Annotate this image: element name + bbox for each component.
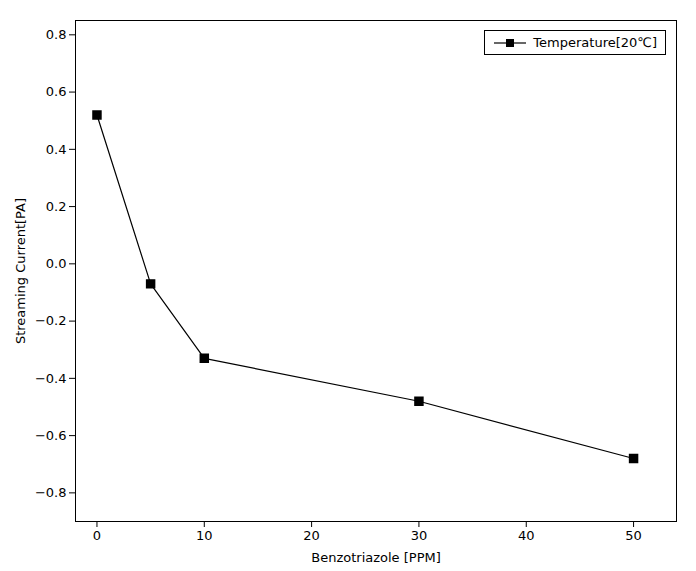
svg-text:Streaming Current[PA]: Streaming Current[PA] xyxy=(13,198,28,344)
svg-text:40: 40 xyxy=(518,528,535,543)
svg-text:50: 50 xyxy=(625,528,642,543)
svg-text:−0.6: −0.6 xyxy=(35,428,67,443)
svg-text:30: 30 xyxy=(411,528,428,543)
svg-text:0.0: 0.0 xyxy=(46,256,67,271)
svg-text:10: 10 xyxy=(196,528,213,543)
svg-text:−0.8: −0.8 xyxy=(35,485,67,500)
svg-text:0.6: 0.6 xyxy=(46,84,67,99)
svg-text:−0.2: −0.2 xyxy=(35,313,67,328)
html-text:Temperature[20℃]: Temperature[20℃] xyxy=(533,35,657,50)
svg-text:0.8: 0.8 xyxy=(46,27,67,42)
svg-text:−0.4: −0.4 xyxy=(35,371,67,386)
svg-text:0: 0 xyxy=(93,528,101,543)
svg-text:20: 20 xyxy=(303,528,320,543)
svg-text:0.4: 0.4 xyxy=(46,141,67,156)
svg-text:Benzotriazole [PPM]: Benzotriazole [PPM] xyxy=(311,550,441,565)
svg-text:0.2: 0.2 xyxy=(46,199,67,214)
